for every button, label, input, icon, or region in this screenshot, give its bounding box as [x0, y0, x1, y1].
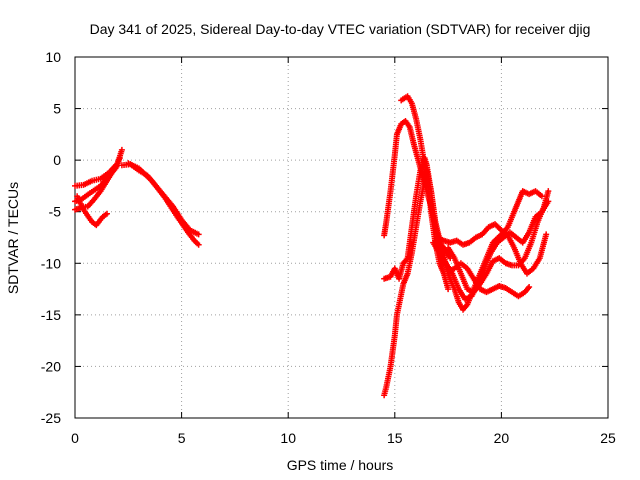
x-tick-label: 15: [387, 430, 403, 446]
data-point: [526, 284, 533, 291]
data-point: [116, 155, 123, 162]
data-point: [195, 231, 202, 238]
series-track-4: [74, 193, 110, 229]
y-tick-label: -15: [41, 307, 61, 323]
series-track-5: [118, 161, 202, 238]
chart-title: Day 341 of 2025, Sidereal Day-to-day VTE…: [90, 21, 591, 37]
data-point: [545, 188, 552, 195]
y-tick-label: 5: [53, 101, 61, 117]
data-point: [118, 146, 125, 153]
axis-ticks: 0 5 10 15 20 25 -25 -20 -15 -10 -5 0 5 10: [41, 49, 616, 446]
data-points: [72, 93, 552, 399]
y-tick-label: 0: [53, 152, 61, 168]
grid-lines: [75, 57, 608, 418]
series-track-15: [430, 198, 552, 303]
y-tick-label: -5: [49, 204, 62, 220]
x-tick-label: 10: [280, 430, 296, 446]
data-point: [103, 210, 110, 217]
data-point: [543, 231, 550, 238]
y-tick-label: -10: [41, 255, 61, 271]
x-tick-label: 0: [71, 430, 79, 446]
y-tick-label: -20: [41, 358, 61, 374]
x-tick-label: 25: [600, 430, 616, 446]
data-point: [445, 286, 452, 293]
x-tick-label: 20: [494, 430, 510, 446]
data-point: [545, 198, 552, 205]
series-track-6: [125, 160, 202, 248]
y-tick-label: 10: [45, 49, 61, 65]
x-tick-label: 5: [178, 430, 186, 446]
plot-frame: [74, 56, 609, 419]
y-axis-label: SDTVAR / TECUs: [5, 182, 21, 294]
series-track-12: [434, 221, 550, 277]
x-axis-label: GPS time / hours: [287, 457, 394, 473]
data-point: [195, 241, 202, 248]
y-tick-label: -25: [41, 410, 61, 426]
